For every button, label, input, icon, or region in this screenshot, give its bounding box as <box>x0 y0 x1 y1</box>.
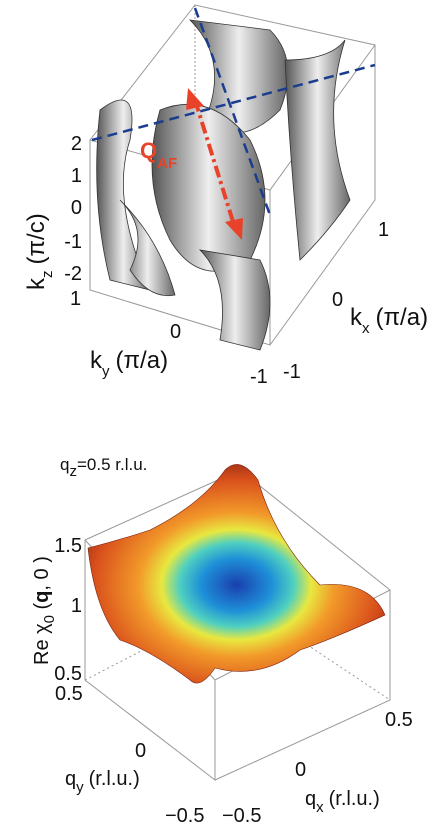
unit: (r.l.u.) <box>89 768 140 790</box>
tick-label: 0 <box>71 197 82 219</box>
axis-label: ky(π/a) <box>90 347 168 380</box>
symbol: Q <box>140 138 157 163</box>
tick-label: 1 <box>71 595 82 617</box>
axis-label: qy (r.l.u.) <box>65 768 140 796</box>
tick-label: -1 <box>64 231 82 253</box>
tick-label: 1 <box>378 219 389 241</box>
tick-label: -2 <box>64 263 82 285</box>
tick-label: 1.5 <box>54 535 82 557</box>
tick-label: 0 <box>170 321 181 343</box>
subscript: 0 <box>41 615 58 623</box>
tick-label: −0.5 <box>165 805 204 827</box>
annotation: qz=0.5 r.l.u. <box>60 455 147 480</box>
bottom-z-ticks: 1.5 1 0.5 <box>54 535 82 685</box>
susceptibility-surface <box>88 464 385 683</box>
subscript: z <box>39 271 56 279</box>
subscript: y <box>76 779 84 796</box>
subscript: x <box>362 320 370 337</box>
figure: QAF 2 1 0 -1 -2 kz(π/c) 1 0 -1 ky(π/a) 1… <box>0 0 441 832</box>
tick-label: 0.5 <box>385 709 413 731</box>
fermi-surface <box>97 20 350 350</box>
top-z-ticks: 2 1 0 -1 -2 <box>64 133 82 285</box>
tick-label: -1 <box>250 366 268 388</box>
subscript: z <box>69 463 77 480</box>
tick-label: 0 <box>332 289 343 311</box>
axis-label: kz(π/c) <box>23 213 56 290</box>
subscript: AF <box>157 155 177 172</box>
symbol: q <box>65 768 76 790</box>
unit: (π/a) <box>376 304 429 331</box>
tick-label: 0.5 <box>55 683 83 705</box>
unit: (π/a) <box>116 347 169 374</box>
axis-label: qx (r.l.u.) <box>305 788 380 816</box>
unit: (r.l.u.) <box>329 788 380 810</box>
tick-label: 0 <box>135 740 146 762</box>
tick-label: 0.5 <box>54 663 82 685</box>
subscript: y <box>102 363 110 380</box>
prefix: Re χ <box>31 623 53 665</box>
text: ( <box>31 602 53 615</box>
symbol: q <box>305 788 316 810</box>
tick-label: 1 <box>71 165 82 187</box>
axis-label: Re χ0 (q, 0 ) <box>31 556 58 665</box>
unit: (π/c) <box>23 213 50 264</box>
symbol: q <box>60 455 69 474</box>
text: , 0 ) <box>31 556 53 590</box>
tick-label: 1 <box>70 288 81 310</box>
bold: q <box>31 591 53 603</box>
tick-label: 2 <box>71 133 82 155</box>
tick-label: 0 <box>295 759 306 781</box>
subscript: x <box>316 799 324 816</box>
tick-label: −0.5 <box>222 805 261 827</box>
axis-label: kx(π/a) <box>350 304 428 337</box>
text: =0.5 r.l.u. <box>77 455 147 474</box>
tick-label: -1 <box>283 361 301 383</box>
